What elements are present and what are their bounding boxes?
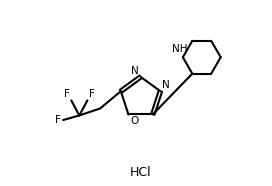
Text: F: F [89, 89, 94, 99]
Text: O: O [131, 116, 139, 126]
Text: F: F [55, 115, 61, 125]
Text: F: F [64, 89, 70, 99]
Text: NH: NH [172, 44, 187, 54]
Text: HCl: HCl [130, 166, 152, 179]
Text: N: N [131, 66, 139, 76]
Text: N: N [162, 80, 170, 90]
